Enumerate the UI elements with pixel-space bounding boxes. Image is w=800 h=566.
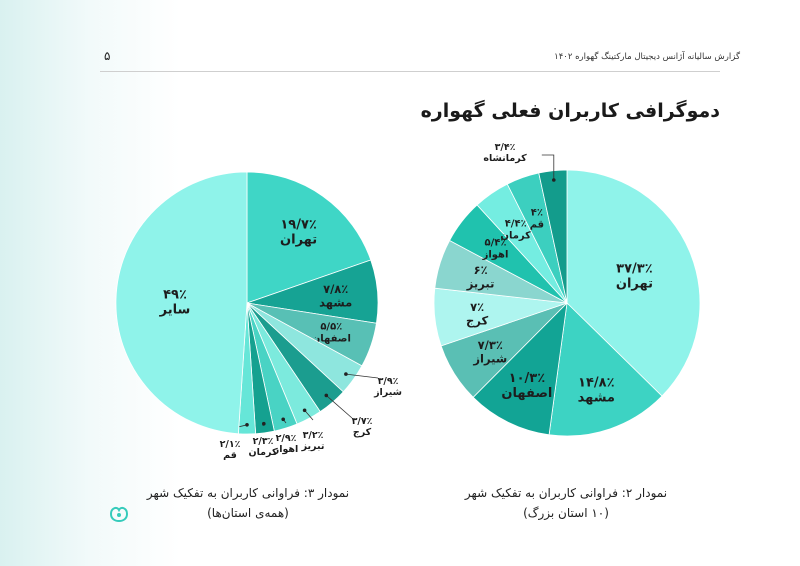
chart3-category-label-5: تبریز [301, 441, 325, 452]
chart3-value-label-1: ۷/۸٪ [323, 282, 348, 296]
chart2-value-label-9: ۳/۴٪ [495, 142, 516, 153]
chart3-category-label-9: سایر [159, 303, 191, 318]
chart3-value-label-5: ۳/۲٪ [303, 430, 324, 441]
chart2-category-label-6: اهواز [482, 250, 509, 261]
report-header-title: گزارش سالیانه آژانس دیجیتال مارکتینگ گهو… [554, 52, 740, 62]
chart2-slice-9 [538, 169, 568, 304]
chart2-leader-line-9 [541, 154, 555, 180]
chart3-leader-dot-7 [262, 421, 266, 426]
chart2-value-label-6: ۵/۴٪ [485, 238, 507, 249]
chart2-value-label-5: ۶٪ [474, 263, 488, 277]
chart3-pie: ۱۹/۷٪تهران ۷/۸٪مشهد ۵/۵٪اصفهان ۳/۹٪شیراز ۳/۷… [115, 171, 402, 461]
chart3-caption-title: نمودار ۳: فراوانی کاربران به تفکیک شهر [146, 486, 350, 500]
header-divider [100, 71, 720, 72]
chart2-slice-1 [548, 302, 663, 437]
chart3-category-label-4: کرج [353, 427, 372, 438]
chart2-value-label-3: ۷/۳٪ [478, 338, 503, 352]
chart3-caption: نمودار ۳: فراوانی کاربران به تفکیک شهر (… [88, 483, 408, 523]
chart2-category-label-7: کرمان [500, 231, 531, 242]
chart2-pie: ۳۷/۳٪تهران ۱۴/۸٪مشهد ۱۰/۳٪اصفهان ۷/۳٪شیراز ۷… [433, 142, 701, 437]
chart2-category-label-0: تهران [616, 277, 653, 292]
section-title: دموگرافی کاربران فعلی گهواره [420, 100, 720, 122]
chart3-leader-line-3 [345, 373, 379, 379]
chart3-leader-dot-3 [344, 372, 348, 376]
chart2-value-label-2: ۱۰/۳٪ [509, 371, 546, 386]
chart2-category-label-8: قم [530, 220, 544, 231]
chart2-value-label-8: ۴٪ [531, 208, 543, 219]
chart2-value-label-0: ۳۷/۳٪ [616, 262, 653, 277]
chart3-caption-subtitle: (همه‌ی استان‌ها) [207, 506, 289, 520]
chart3-leader-dot-5 [302, 408, 307, 413]
chart2-category-label-5: تبریز [466, 277, 495, 291]
chart2-slice-0 [566, 169, 701, 397]
chart3-value-label-4: ۳/۷٪ [352, 416, 373, 427]
chart3-value-label-3: ۳/۹٪ [378, 376, 399, 387]
chart3-value-label-7: ۲/۳٪ [253, 436, 274, 447]
chart2-value-label-7: ۴/۴٪ [505, 219, 527, 230]
page-number: ۵ [104, 49, 111, 63]
chart2-category-label-3: شیراز [472, 351, 507, 365]
chart3-leader-dot-4 [324, 393, 329, 398]
chart3-category-label-0: تهران [280, 232, 317, 247]
gahvareh-logo-icon [109, 506, 129, 523]
chart3-category-label-8: قم [223, 450, 237, 461]
chart3-category-label-6: اهواز [273, 444, 299, 455]
chart3-slice-0 [246, 171, 372, 304]
chart2-category-label-2: اصفهان [501, 386, 552, 401]
chart3-category-label-1: مشهد [319, 296, 352, 310]
chart2-leader-dot-9 [552, 178, 556, 182]
chart3-slice-9 [115, 171, 248, 435]
chart3-value-label-2: ۵/۵٪ [320, 322, 342, 333]
chart3-value-label-9: ۴۹٪ [163, 288, 187, 303]
chart2-category-label-9: کرمانشاه [483, 153, 527, 164]
chart3-value-label-6: ۲/۹٪ [276, 433, 297, 444]
chart2-value-label-1: ۱۴/۸٪ [578, 376, 615, 391]
chart2-category-label-4: کرج [466, 313, 488, 328]
chart3-category-label-7: کرمان [249, 447, 278, 458]
chart2-caption-subtitle: (۱۰ استان بزرگ) [523, 506, 609, 520]
chart3-category-label-2: اصفهان [312, 334, 351, 345]
chart2-value-label-4: ۷٪ [470, 300, 484, 314]
chart2-slice-2 [472, 301, 568, 436]
chart3-leader-dot-6 [281, 417, 286, 422]
chart3-leader-line-4 [326, 395, 353, 419]
chart2-caption-title: نمودار ۲: فراوانی کاربران به تفکیک شهر [464, 486, 668, 500]
chart3-category-label-3: شیراز [373, 387, 402, 398]
chart3-leader-line-5 [304, 410, 314, 421]
chart3-leader-dot-8 [245, 423, 249, 427]
chart3-value-label-8: ۲/۱٪ [220, 439, 241, 450]
chart3-value-label-0: ۱۹/۷٪ [280, 217, 317, 232]
chart2-caption: نمودار ۲: فراوانی کاربران به تفکیک شهر (… [406, 483, 726, 523]
chart2-category-label-1: مشهد [578, 391, 615, 406]
